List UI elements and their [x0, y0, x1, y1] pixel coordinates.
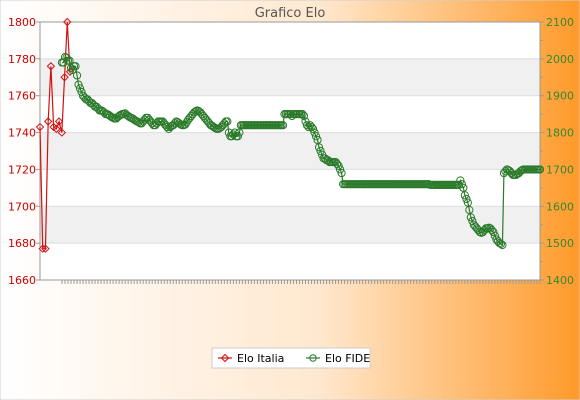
- point-elo-fide: [72, 71, 82, 80]
- point-elo-fide: [457, 180, 466, 189]
- point-elo-fide: [71, 62, 80, 71]
- x-axis: [61, 280, 541, 284]
- plot-area: [40, 22, 540, 280]
- point-elo-fide: [163, 122, 172, 132]
- legend-box: [211, 347, 371, 369]
- legend-label-elo-italia: Elo Italia: [237, 352, 284, 365]
- point-elo-fide: [310, 128, 319, 137]
- point-elo-fide: [308, 124, 318, 133]
- legend: Elo Italia Elo FIDE: [211, 347, 371, 369]
- left-axis-tick-label: 1780: [8, 53, 36, 66]
- point-elo-fide: [316, 146, 325, 156]
- point-elo-fide: [74, 80, 83, 89]
- point-elo-italia: [41, 244, 50, 253]
- point-elo-fide: [233, 132, 242, 141]
- right-axis: 1400 1500 1600 1700 1800 1900 2000 2100: [540, 16, 574, 287]
- right-axis-tick-label: 1900: [546, 90, 574, 103]
- legend-marker-elo-italia: [220, 353, 230, 363]
- right-axis-tick-label: 1600: [546, 200, 574, 213]
- right-axis-tick-label: 1700: [546, 163, 574, 176]
- point-elo-fide: [223, 117, 232, 126]
- point-elo-italia: [52, 124, 61, 134]
- point-elo-fide: [335, 165, 345, 174]
- point-elo-italia: [60, 73, 69, 82]
- point-elo-fide: [298, 110, 307, 119]
- point-elo-fide: [337, 169, 346, 178]
- series-line-elo-italia: [39, 21, 71, 250]
- point-elo-fide: [302, 121, 312, 130]
- point-elo-fide: [304, 122, 313, 132]
- point-elo-fide: [278, 121, 288, 130]
- left-axis-tick-label: 1680: [8, 237, 36, 250]
- point-elo-fide: [75, 84, 85, 93]
- plot-band: [40, 206, 540, 244]
- point-elo-italia: [57, 128, 67, 137]
- point-elo-fide: [535, 165, 545, 174]
- point-elo-fide: [454, 180, 463, 190]
- right-axis-tick-label: 1800: [546, 127, 574, 140]
- plot-band: [40, 243, 540, 280]
- point-elo-fide: [98, 107, 107, 116]
- left-axis-tick-label: 1800: [8, 16, 36, 29]
- point-elo-fide: [456, 176, 465, 185]
- series-layer: [35, 17, 545, 253]
- point-elo-fide: [311, 132, 321, 141]
- point-elo-fide: [194, 107, 203, 116]
- legend-label-elo-fide: Elo FIDE: [325, 352, 370, 365]
- point-elo-italia: [43, 117, 53, 126]
- point-elo-italia: [46, 62, 56, 71]
- point-elo-fide: [462, 194, 471, 204]
- plot-band: [40, 58, 540, 96]
- right-axis-tick-label: 1400: [546, 274, 574, 287]
- left-axis-tick-label: 1720: [8, 163, 36, 176]
- left-axis-tick-label: 1660: [8, 274, 36, 287]
- point-elo-fide: [466, 213, 475, 222]
- point-elo-fide: [504, 166, 513, 175]
- chart-title: Grafico Elo: [255, 6, 326, 21]
- point-elo-fide: [496, 239, 506, 248]
- legend-marker-elo-fide: [309, 354, 317, 362]
- point-elo-fide: [460, 191, 469, 200]
- left-axis-tick-label: 1740: [8, 127, 36, 140]
- point-elo-italia: [63, 17, 72, 27]
- point-elo-fide: [489, 227, 498, 237]
- left-axis-tick-label: 1760: [8, 90, 36, 103]
- point-elo-fide: [215, 124, 224, 133]
- point-elo-italia: [35, 122, 45, 132]
- point-elo-italia: [38, 244, 47, 253]
- right-axis-tick-label: 2000: [546, 53, 574, 66]
- point-elo-fide: [334, 161, 343, 170]
- left-axis: 1660 1680 1700 1720 1740 1760 1780 1800: [8, 16, 40, 287]
- plot-band: [40, 22, 540, 59]
- right-axis-tick-label: 2100: [546, 16, 574, 29]
- point-elo-fide: [299, 111, 309, 121]
- point-elo-italia: [54, 117, 64, 126]
- plot-band: [40, 132, 540, 170]
- right-axis-tick-label: 1500: [546, 237, 574, 250]
- point-elo-fide: [498, 240, 507, 250]
- point-elo-fide: [314, 143, 324, 152]
- left-axis-tick-label: 1700: [8, 200, 36, 213]
